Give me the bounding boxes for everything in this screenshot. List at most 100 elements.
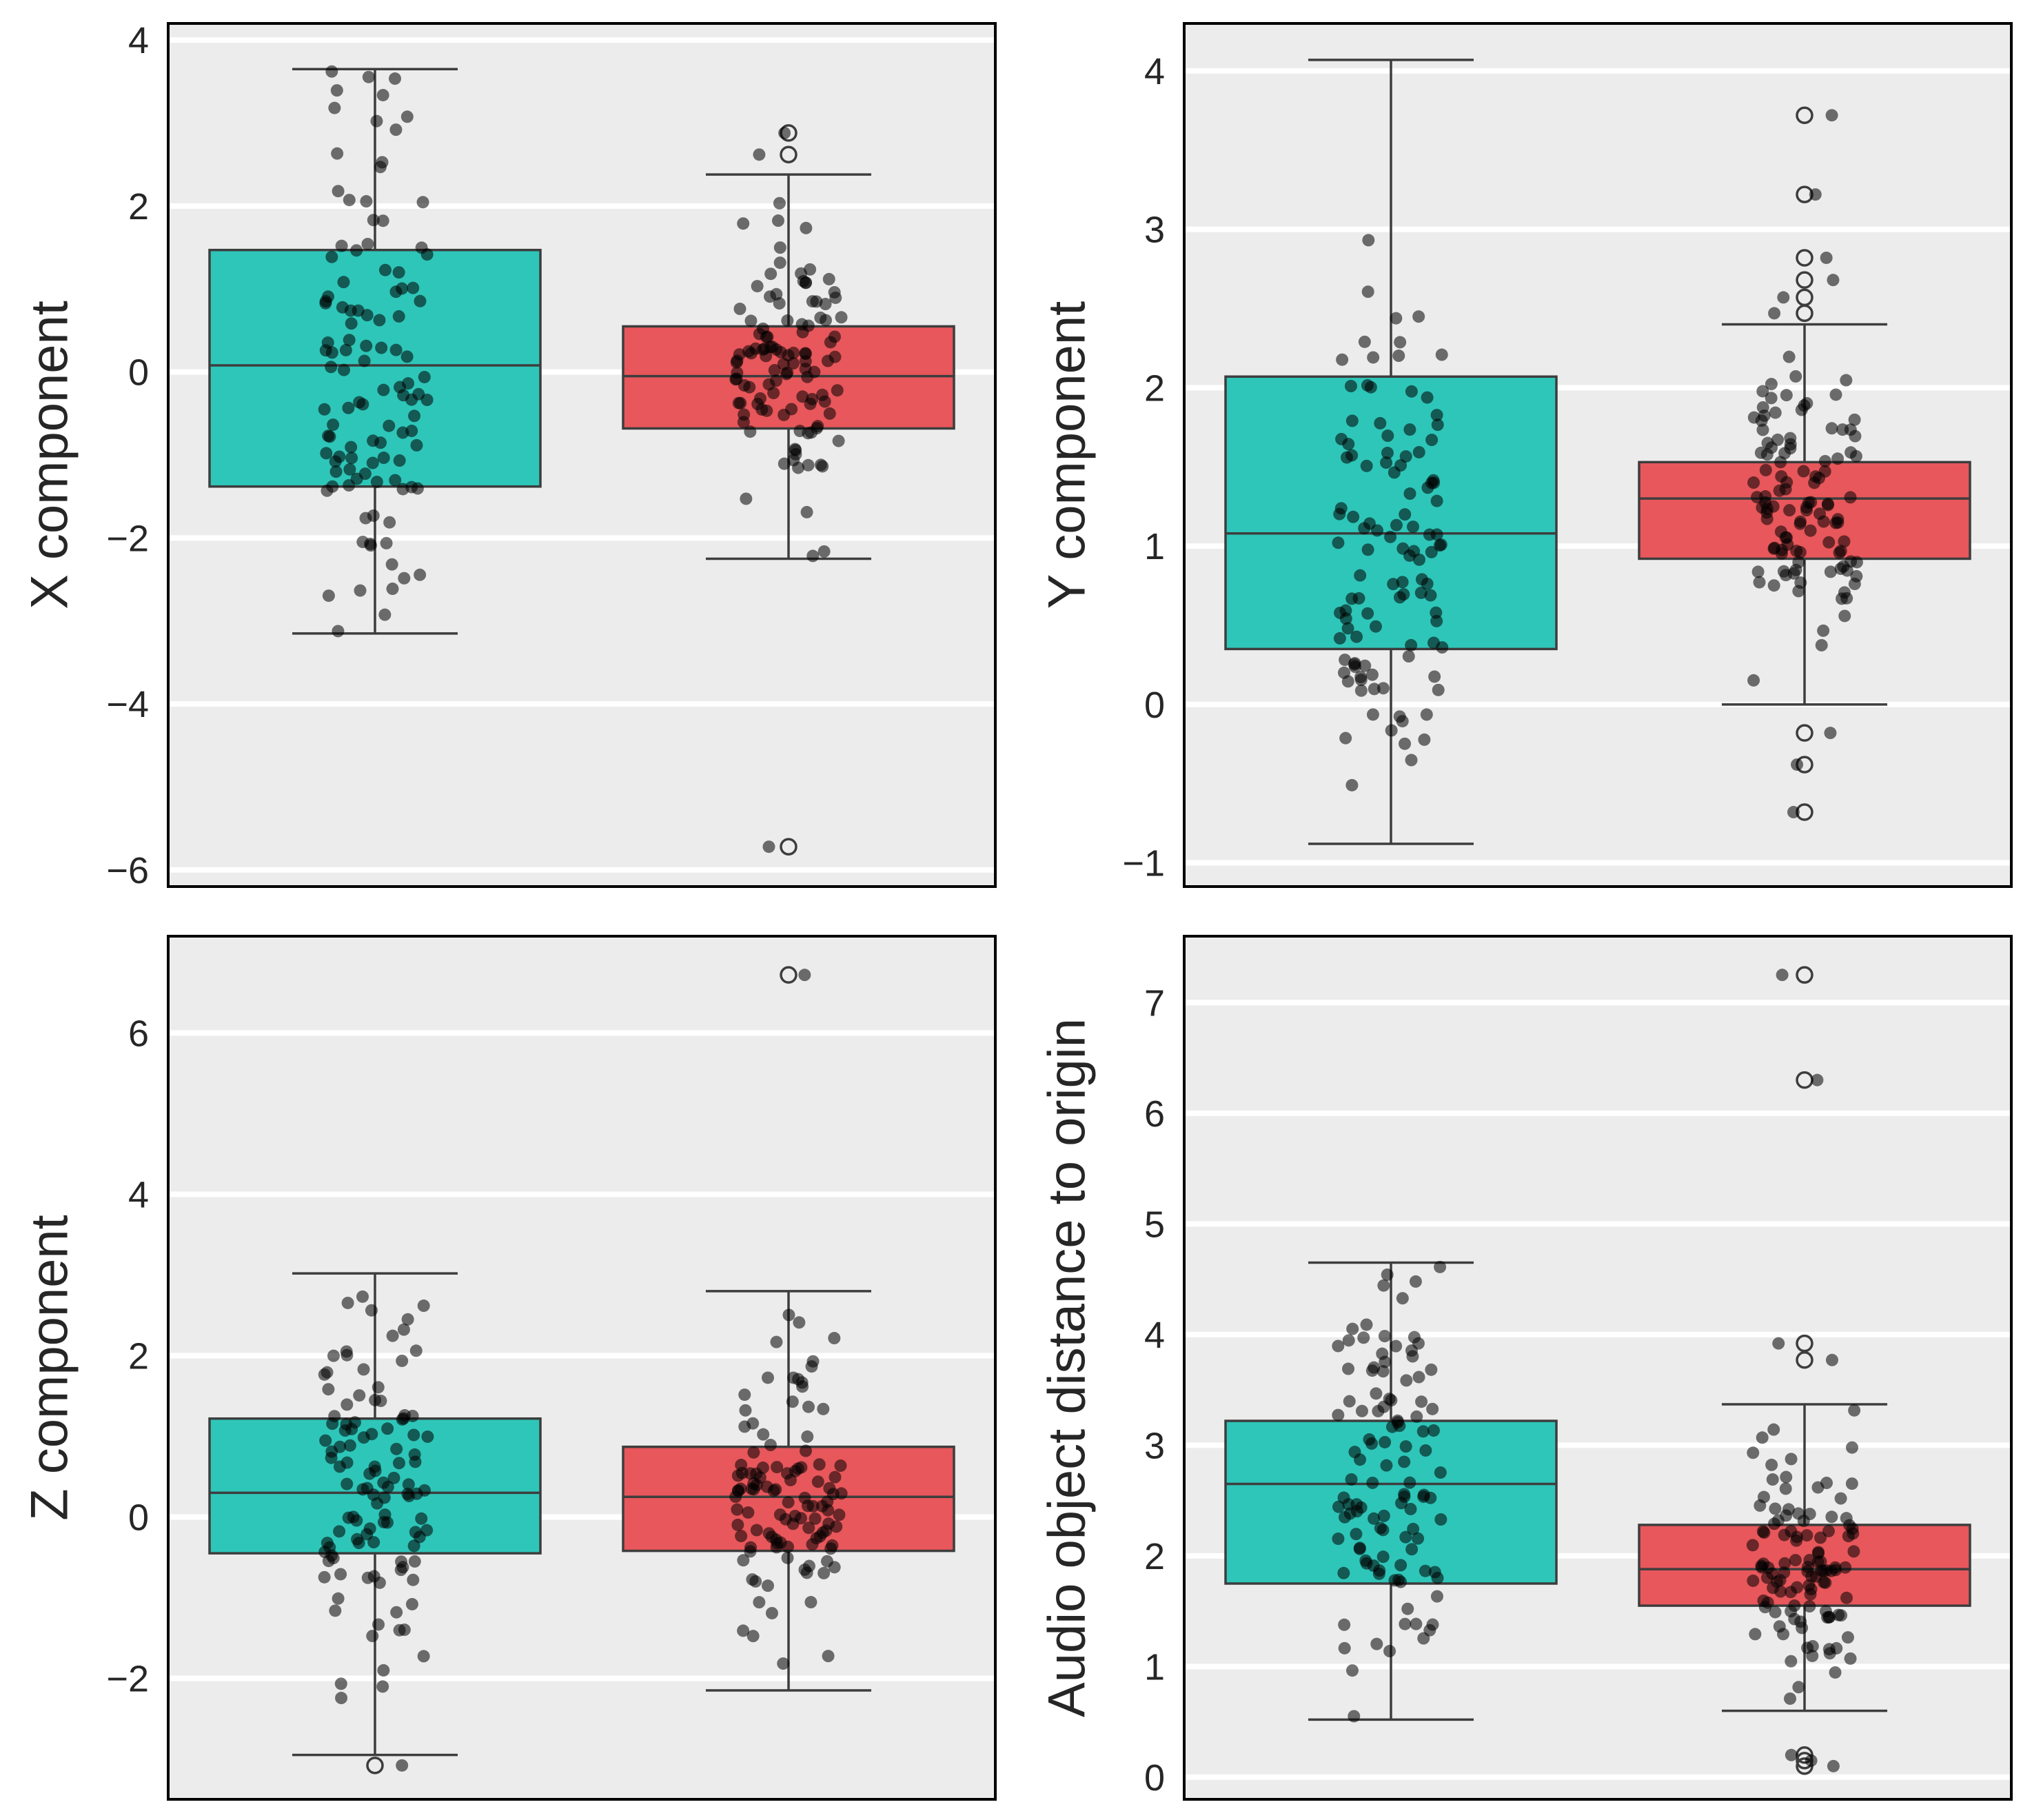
data-point xyxy=(1334,606,1347,619)
data-point xyxy=(381,1422,394,1435)
data-point xyxy=(345,317,358,330)
data-point xyxy=(1368,1512,1381,1525)
data-point xyxy=(402,377,415,390)
y-tick-label: 7 xyxy=(1144,982,1165,1024)
data-point xyxy=(1821,1611,1834,1624)
data-point xyxy=(1755,414,1768,427)
data-point xyxy=(333,1460,346,1473)
box-group-1 xyxy=(1224,1419,1558,1585)
y-axis-label: Z component xyxy=(21,1215,79,1521)
data-point xyxy=(795,1512,808,1525)
data-point xyxy=(1345,1664,1359,1677)
data-point xyxy=(1833,546,1846,559)
data-point xyxy=(1844,491,1857,504)
data-point xyxy=(1430,1590,1443,1603)
y-tick-label: 1 xyxy=(1144,1646,1165,1688)
data-point xyxy=(735,1459,748,1472)
data-point xyxy=(361,1571,374,1584)
data-point xyxy=(737,1554,750,1567)
data-point xyxy=(407,1428,420,1442)
data-point xyxy=(1414,586,1428,599)
data-point xyxy=(802,1400,815,1413)
data-point xyxy=(1379,1435,1392,1448)
data-point xyxy=(359,512,372,525)
data-point xyxy=(354,584,367,597)
data-point xyxy=(738,408,751,421)
data-point xyxy=(782,1496,795,1509)
data-point xyxy=(1822,498,1835,512)
data-point xyxy=(1418,733,1431,746)
data-point xyxy=(1809,470,1822,483)
data-point xyxy=(814,311,827,324)
data-point xyxy=(742,345,755,358)
data-point xyxy=(1342,438,1355,451)
data-point xyxy=(1376,1550,1390,1564)
data-point xyxy=(1365,668,1379,681)
data-point xyxy=(1408,545,1421,558)
data-point xyxy=(821,1555,834,1568)
data-point xyxy=(1746,1539,1759,1552)
data-point xyxy=(1421,391,1434,404)
data-point xyxy=(810,1532,823,1545)
data-point xyxy=(341,1398,354,1411)
data-point xyxy=(757,1428,770,1441)
data-point xyxy=(778,457,791,470)
data-point xyxy=(767,1484,780,1497)
data-point xyxy=(383,419,396,432)
data-point xyxy=(400,350,414,363)
y-tick-label: 1 xyxy=(1144,526,1165,567)
data-point xyxy=(761,1371,774,1384)
data-point xyxy=(773,241,786,254)
data-point xyxy=(342,401,355,414)
data-point xyxy=(729,1490,742,1504)
data-point xyxy=(1366,1476,1379,1489)
data-point xyxy=(336,301,349,314)
data-point xyxy=(370,114,383,128)
data-point xyxy=(328,101,341,114)
y-axis-label: Audio object distance to origin xyxy=(1038,1018,1097,1717)
y-tick-label: 4 xyxy=(128,1174,149,1215)
data-point xyxy=(1844,1652,1857,1665)
data-point xyxy=(1800,1529,1813,1542)
data-point xyxy=(367,1536,380,1549)
data-point xyxy=(784,1473,797,1486)
data-point xyxy=(801,1430,814,1443)
data-point xyxy=(1341,622,1354,635)
data-point xyxy=(796,1380,809,1393)
data-point xyxy=(1419,1564,1432,1577)
data-point xyxy=(1850,556,1863,569)
data-point xyxy=(1376,1365,1390,1378)
data-point xyxy=(1355,1404,1368,1417)
data-point xyxy=(1782,350,1796,363)
data-point xyxy=(744,1545,757,1558)
data-point xyxy=(1394,1559,1408,1572)
data-point xyxy=(1801,1641,1814,1655)
data-point xyxy=(341,1296,354,1309)
data-point xyxy=(1400,1374,1413,1387)
data-point xyxy=(377,1664,390,1677)
data-point xyxy=(1425,545,1438,558)
data-point xyxy=(800,505,813,518)
data-point xyxy=(341,1477,354,1490)
data-point xyxy=(396,1759,409,1772)
data-point xyxy=(821,354,834,367)
data-point xyxy=(1350,1498,1363,1511)
data-point xyxy=(362,70,375,83)
data-point xyxy=(1362,234,1375,247)
y-axis-label: Y component xyxy=(1038,301,1097,609)
data-point xyxy=(1399,450,1412,463)
data-point xyxy=(1818,454,1831,467)
data-point xyxy=(1378,1330,1391,1343)
outlier-point xyxy=(366,1757,384,1775)
data-point xyxy=(332,185,345,198)
data-point xyxy=(345,441,358,454)
data-point xyxy=(1803,1600,1816,1613)
data-point xyxy=(735,1530,748,1543)
data-point xyxy=(1845,1441,1858,1454)
data-point xyxy=(409,1344,423,1357)
data-point xyxy=(333,1525,346,1538)
data-point xyxy=(367,214,380,227)
data-point xyxy=(1426,1402,1439,1415)
data-point xyxy=(405,1597,418,1610)
data-point xyxy=(396,1354,409,1367)
